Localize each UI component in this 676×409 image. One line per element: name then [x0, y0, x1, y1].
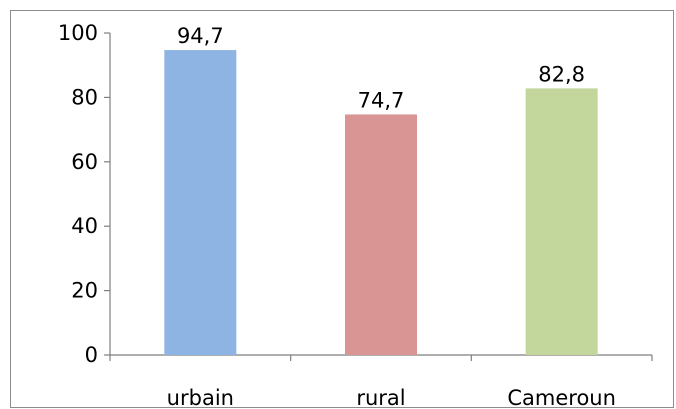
y-axis: 0 20 40 60 80 100 — [58, 21, 111, 367]
y-tick-label: 20 — [71, 279, 98, 303]
y-tick-label: 0 — [85, 343, 98, 367]
bar-rural — [345, 114, 417, 355]
bars — [164, 50, 598, 355]
y-tick-label: 80 — [71, 85, 98, 109]
category-label: Cameroun — [507, 386, 616, 409]
y-tick-label: 60 — [71, 150, 98, 174]
category-label: urbain — [167, 386, 234, 409]
y-tick-label: 100 — [58, 21, 98, 45]
data-labels: 94,7 74,7 82,8 — [177, 24, 585, 112]
bar-cameroun — [525, 88, 598, 355]
x-axis — [109, 354, 653, 361]
data-label: 82,8 — [538, 62, 585, 86]
y-tick-label: 40 — [71, 214, 98, 238]
bar-urbain — [164, 50, 237, 355]
category-labels: urbain rural Cameroun — [167, 386, 616, 409]
data-label: 94,7 — [177, 24, 224, 48]
data-label: 74,7 — [358, 88, 405, 112]
category-label: rural — [356, 386, 405, 409]
